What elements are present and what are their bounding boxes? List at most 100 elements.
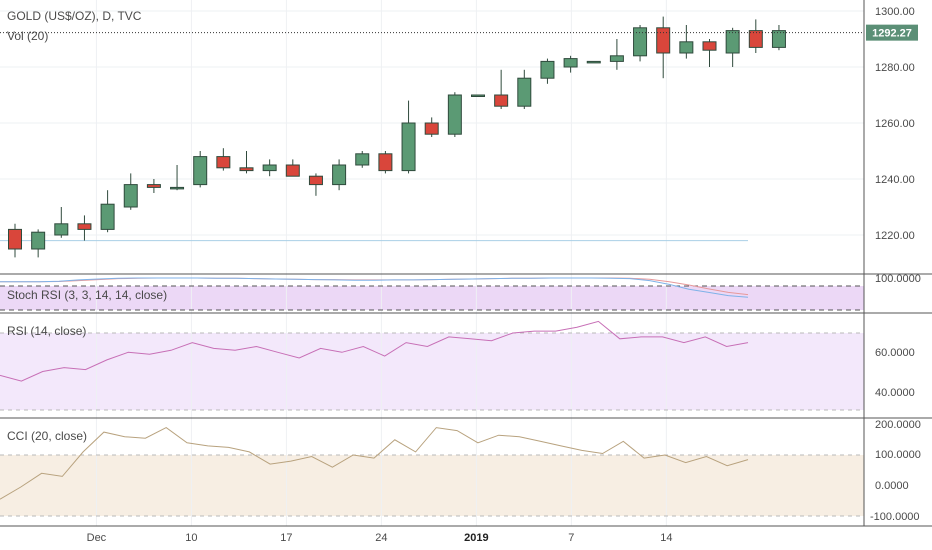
stoch-k-line [0, 277, 749, 298]
candle-up [332, 159, 347, 191]
candle-body [308, 175, 323, 186]
candle-up [471, 94, 485, 97]
candle-down [239, 151, 254, 174]
candle-body [285, 164, 300, 177]
time-tick-label: 24 [375, 532, 387, 544]
candle-body [725, 30, 740, 54]
price-tick-label: 1220.00 [875, 230, 915, 242]
candle-body [771, 30, 786, 48]
time-tick-label: 7 [568, 532, 574, 544]
candle-body [146, 184, 161, 188]
time-axis: Dec 10 17 24 2019 7 14 [87, 532, 673, 544]
candle-body [8, 228, 22, 250]
candle-down [494, 69, 509, 109]
candle-down [8, 223, 22, 258]
candle-down [656, 16, 671, 79]
candle-body [100, 203, 115, 230]
time-tick-label: 2019 [464, 532, 488, 544]
volume-label: Vol (20) [7, 29, 48, 43]
candle-up [586, 60, 601, 64]
candle-body [633, 27, 648, 57]
candle-down [77, 215, 92, 241]
candle-body [193, 156, 208, 186]
candle-up [563, 55, 578, 73]
candle-body [471, 94, 485, 97]
candle-body [494, 94, 509, 107]
candle-down [216, 148, 231, 171]
candle-body [447, 94, 462, 135]
candle-up [725, 27, 740, 67]
candle-body [563, 58, 578, 68]
candle-down [285, 159, 300, 177]
candle-body [586, 60, 601, 64]
candle-body [77, 223, 92, 230]
candle-down [146, 179, 161, 193]
price-tick-label: 1260.00 [875, 118, 915, 130]
cci-tick-label: 100.0000 [875, 449, 921, 461]
candle-up [193, 151, 208, 188]
candle-body [378, 153, 393, 172]
candle-body [54, 223, 69, 236]
candle-body [332, 164, 347, 186]
rsi-series [0, 320, 749, 382]
time-tick-label: 17 [280, 532, 292, 544]
candle-down [308, 173, 323, 196]
stoch-band [0, 286, 864, 310]
price-tick-label: 1300.00 [875, 6, 915, 18]
cci-band [0, 455, 864, 516]
rsi-line [0, 320, 749, 382]
candle-body [216, 156, 231, 169]
cci-line [0, 427, 749, 500]
candle-body [609, 55, 624, 62]
candle-body [31, 231, 46, 250]
candle-up [123, 173, 138, 210]
rsi-tick-label: 40.0000 [875, 387, 915, 399]
stoch-tick-label: 100.0000 [875, 273, 921, 285]
cci-tick-label: 0.0000 [875, 480, 909, 492]
candle-up [262, 159, 277, 177]
candle-down [424, 117, 439, 137]
candle-body [679, 41, 694, 54]
candle-up [54, 207, 69, 238]
candle-up [633, 25, 648, 62]
rsi-title: RSI (14, close) [7, 324, 86, 338]
chart-title: GOLD (US$/OZ), D, TVC [7, 9, 142, 23]
candle-body [401, 122, 416, 172]
candles [8, 16, 786, 258]
candle-up [771, 25, 786, 51]
cci-tick-label: 200.0000 [875, 419, 921, 431]
candle-body [540, 60, 555, 79]
cci-title: CCI (20, close) [7, 429, 87, 443]
price-tick-label: 1240.00 [875, 174, 915, 186]
candle-down [748, 19, 763, 53]
candle-up [401, 100, 416, 174]
candle-down [378, 151, 393, 174]
candle-up [31, 229, 46, 258]
candle-up [355, 151, 370, 168]
price-badge-label: 1292.27 [872, 28, 912, 40]
candle-up [679, 25, 694, 59]
time-tick-label: 10 [185, 532, 197, 544]
price-axis: 1300.00 1280.00 1260.00 1240.00 1220.00 [875, 6, 915, 242]
time-tick-label: 14 [660, 532, 672, 544]
candle-up [609, 39, 624, 70]
candle-body [170, 186, 185, 190]
candle-body [355, 153, 370, 166]
cci-series [0, 427, 749, 500]
cci-tick-label: -100.0000 [870, 511, 920, 523]
candle-body [424, 122, 439, 135]
time-tick-label: Dec [87, 532, 107, 544]
candle-up [447, 92, 462, 137]
candle-body [239, 167, 254, 172]
price-badge [866, 24, 918, 41]
candle-up [517, 69, 532, 109]
stoch-rsi-lines [0, 277, 749, 298]
candle-up [540, 58, 555, 84]
candle-down [702, 39, 717, 67]
price-tick-label: 1280.00 [875, 62, 915, 74]
candle-body [702, 41, 717, 51]
rsi-band [0, 333, 864, 410]
rsi-tick-label: 60.0000 [875, 347, 915, 359]
candle-body [748, 30, 763, 48]
